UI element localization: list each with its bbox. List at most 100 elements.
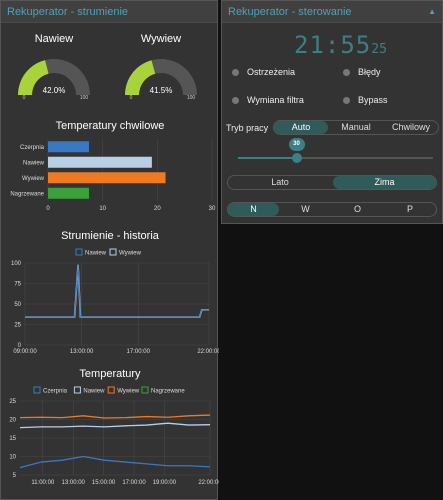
mode-manual-button[interactable]: Manual [341,122,371,132]
clock-seconds: 25 [371,42,387,57]
slider-fill [238,157,297,159]
panel-header: Rekuperator - sterowanie ▲ [222,1,442,23]
led-bledy [343,69,350,76]
led-wymiana-filtra [232,97,239,104]
strumienie-panel: Rekuperator - strumienie Nawiew Wywiew 4… [0,0,219,500]
bar-category-label: Czerpnia [20,145,45,151]
legend-swatch [75,248,83,256]
label-ostrzezenia: Ostrzeżenia [247,67,296,77]
bar-xtick-label: 30 [209,206,216,212]
temp-line-wywiew [19,414,211,419]
hist-xtick-label: 17:00:00 [127,349,151,355]
legend-label: Czerpnia [43,389,68,395]
temperatury-chart: Czerpnia Nawiew Wywiew Nagrzewane 5 10 15 20 25 1… [9,386,219,486]
label-bledy: Błędy [358,67,381,77]
clock-display: 21:5525 [294,31,387,59]
clock-time: 21:55 [294,31,372,59]
legend-label: Wywiew [117,389,140,395]
bar-category-label: Nawiew [23,160,45,166]
hist-ytick-label: 50 [14,302,21,308]
hist-ytick-label: 75 [14,282,21,288]
slider-value-badge: 30 [288,138,305,151]
temp-ytick-label: 5 [13,473,17,479]
bar-nagrzewane [48,187,89,199]
legend-label: Nagrzewane [151,389,185,395]
hist-xtick-label: 22:00:00 [197,349,219,355]
bar-chart-title: Temperatury chwilowe [55,120,165,132]
gauge-wywiew-value: 41.5% [150,86,173,95]
strumienie-historia-chart: Nawiew Wywiew 0 25 50 75 100 09:00:00 13:00:00 17… [11,248,219,355]
temp-chart-title: Temperatury [79,368,141,380]
temp-line-nawiew [19,422,211,429]
temp-ytick-label: 10 [9,455,16,461]
hist-xtick-label: 09:00:00 [13,349,37,355]
gauge-wywiew-label: Wywiew [140,33,182,45]
led-bypass [343,97,350,104]
hist-xtick-label: 13:00:00 [70,349,94,355]
legend-swatch [33,386,41,394]
gauge-wywiew: 41.5% 0 100 [125,59,197,101]
direction-n-button[interactable]: N [228,203,279,216]
legend-label: Nawiew [85,251,107,257]
slider-value: 30 [293,141,300,147]
mode-selector [273,120,439,135]
temperatury-chwilowe-chart: 0 10 20 30 Czerpnia Nawiew Wywiew Nagrzewane [10,139,216,212]
fan-slider[interactable]: 30 [238,138,433,163]
gauge-nawiew-min: 0 [23,95,26,101]
bar-category-label: Wywiew [22,176,45,182]
legend-swatch [73,386,81,394]
temp-xtick-label: 22:00:00 [198,480,219,486]
temp-xtick-label: 11:00:00 [31,480,55,486]
temp-xtick-label: 15:00:00 [92,480,116,486]
panel-title: Rekuperator - strumienie [7,5,129,18]
legend-swatch [109,248,117,256]
gauge-wywiew-min: 0 [130,95,133,101]
season-lato-button[interactable]: Lato [271,177,289,187]
panel-title: Rekuperator - sterowanie [228,5,352,18]
mode-chwilowy-button[interactable]: Chwilowy [391,122,430,132]
gauge-wywiew-max: 100 [187,95,196,101]
gauge-nawiew: 42.0% 0 100 [18,59,90,101]
mode-auto-button[interactable]: Auto [274,121,328,134]
direction-w-button[interactable]: W [301,204,310,214]
direction-o-button[interactable]: O [353,204,361,214]
history-chart-title: Strumienie - historia [61,230,159,242]
temp-ytick-label: 25 [9,399,16,405]
bar-czerpnia [48,141,89,153]
gauge-nawiew-label: Nawiew [34,33,74,45]
slider-handle[interactable] [291,153,302,163]
bar-xtick-label: 20 [154,206,161,212]
temp-xtick-label: 19:00:00 [153,480,177,486]
legend-label: Wywiew [119,251,142,257]
temp-xtick-label: 17:00:00 [122,480,146,486]
temp-ytick-label: 20 [9,418,16,424]
label-wymiana-filtra: Wymiana filtra [247,95,304,105]
legend-label: Nawiew [83,389,105,395]
panel-header: Rekuperator - strumienie [1,1,217,23]
gauge-nawiew-max: 100 [80,95,89,101]
label-tryb-pracy: Tryb pracy [226,123,269,133]
bar-xtick-label: 0 [46,206,50,212]
season-zima-button[interactable]: Zima [333,176,436,189]
direction-selector [227,202,437,217]
hist-ytick-label: 0 [18,343,22,349]
led-ostrzezenia [232,69,239,76]
bar-xtick-label: 10 [99,206,106,212]
label-bypass: Bypass [358,95,388,105]
temp-line-czerpnia [19,455,211,469]
hist-ytick-label: 100 [11,261,22,267]
gauge-nawiew-value: 42.0% [43,86,66,95]
collapse-icon[interactable]: ▲ [428,7,436,16]
legend-swatch [141,386,149,394]
temp-xtick-label: 13:00:00 [62,480,86,486]
temp-ytick-label: 15 [9,436,16,442]
hist-ytick-label: 25 [14,323,21,329]
bar-wywiew [48,172,166,184]
sterowanie-panel: Rekuperator - sterowanie ▲ 21:5525 Ostrz… [221,0,443,224]
bar-nawiew [48,156,152,168]
season-selector [227,175,437,190]
hist-line-nawiew [25,264,209,318]
hist-line-wywiew [25,264,209,318]
legend-swatch [107,386,115,394]
direction-p-button[interactable]: P [406,204,413,214]
